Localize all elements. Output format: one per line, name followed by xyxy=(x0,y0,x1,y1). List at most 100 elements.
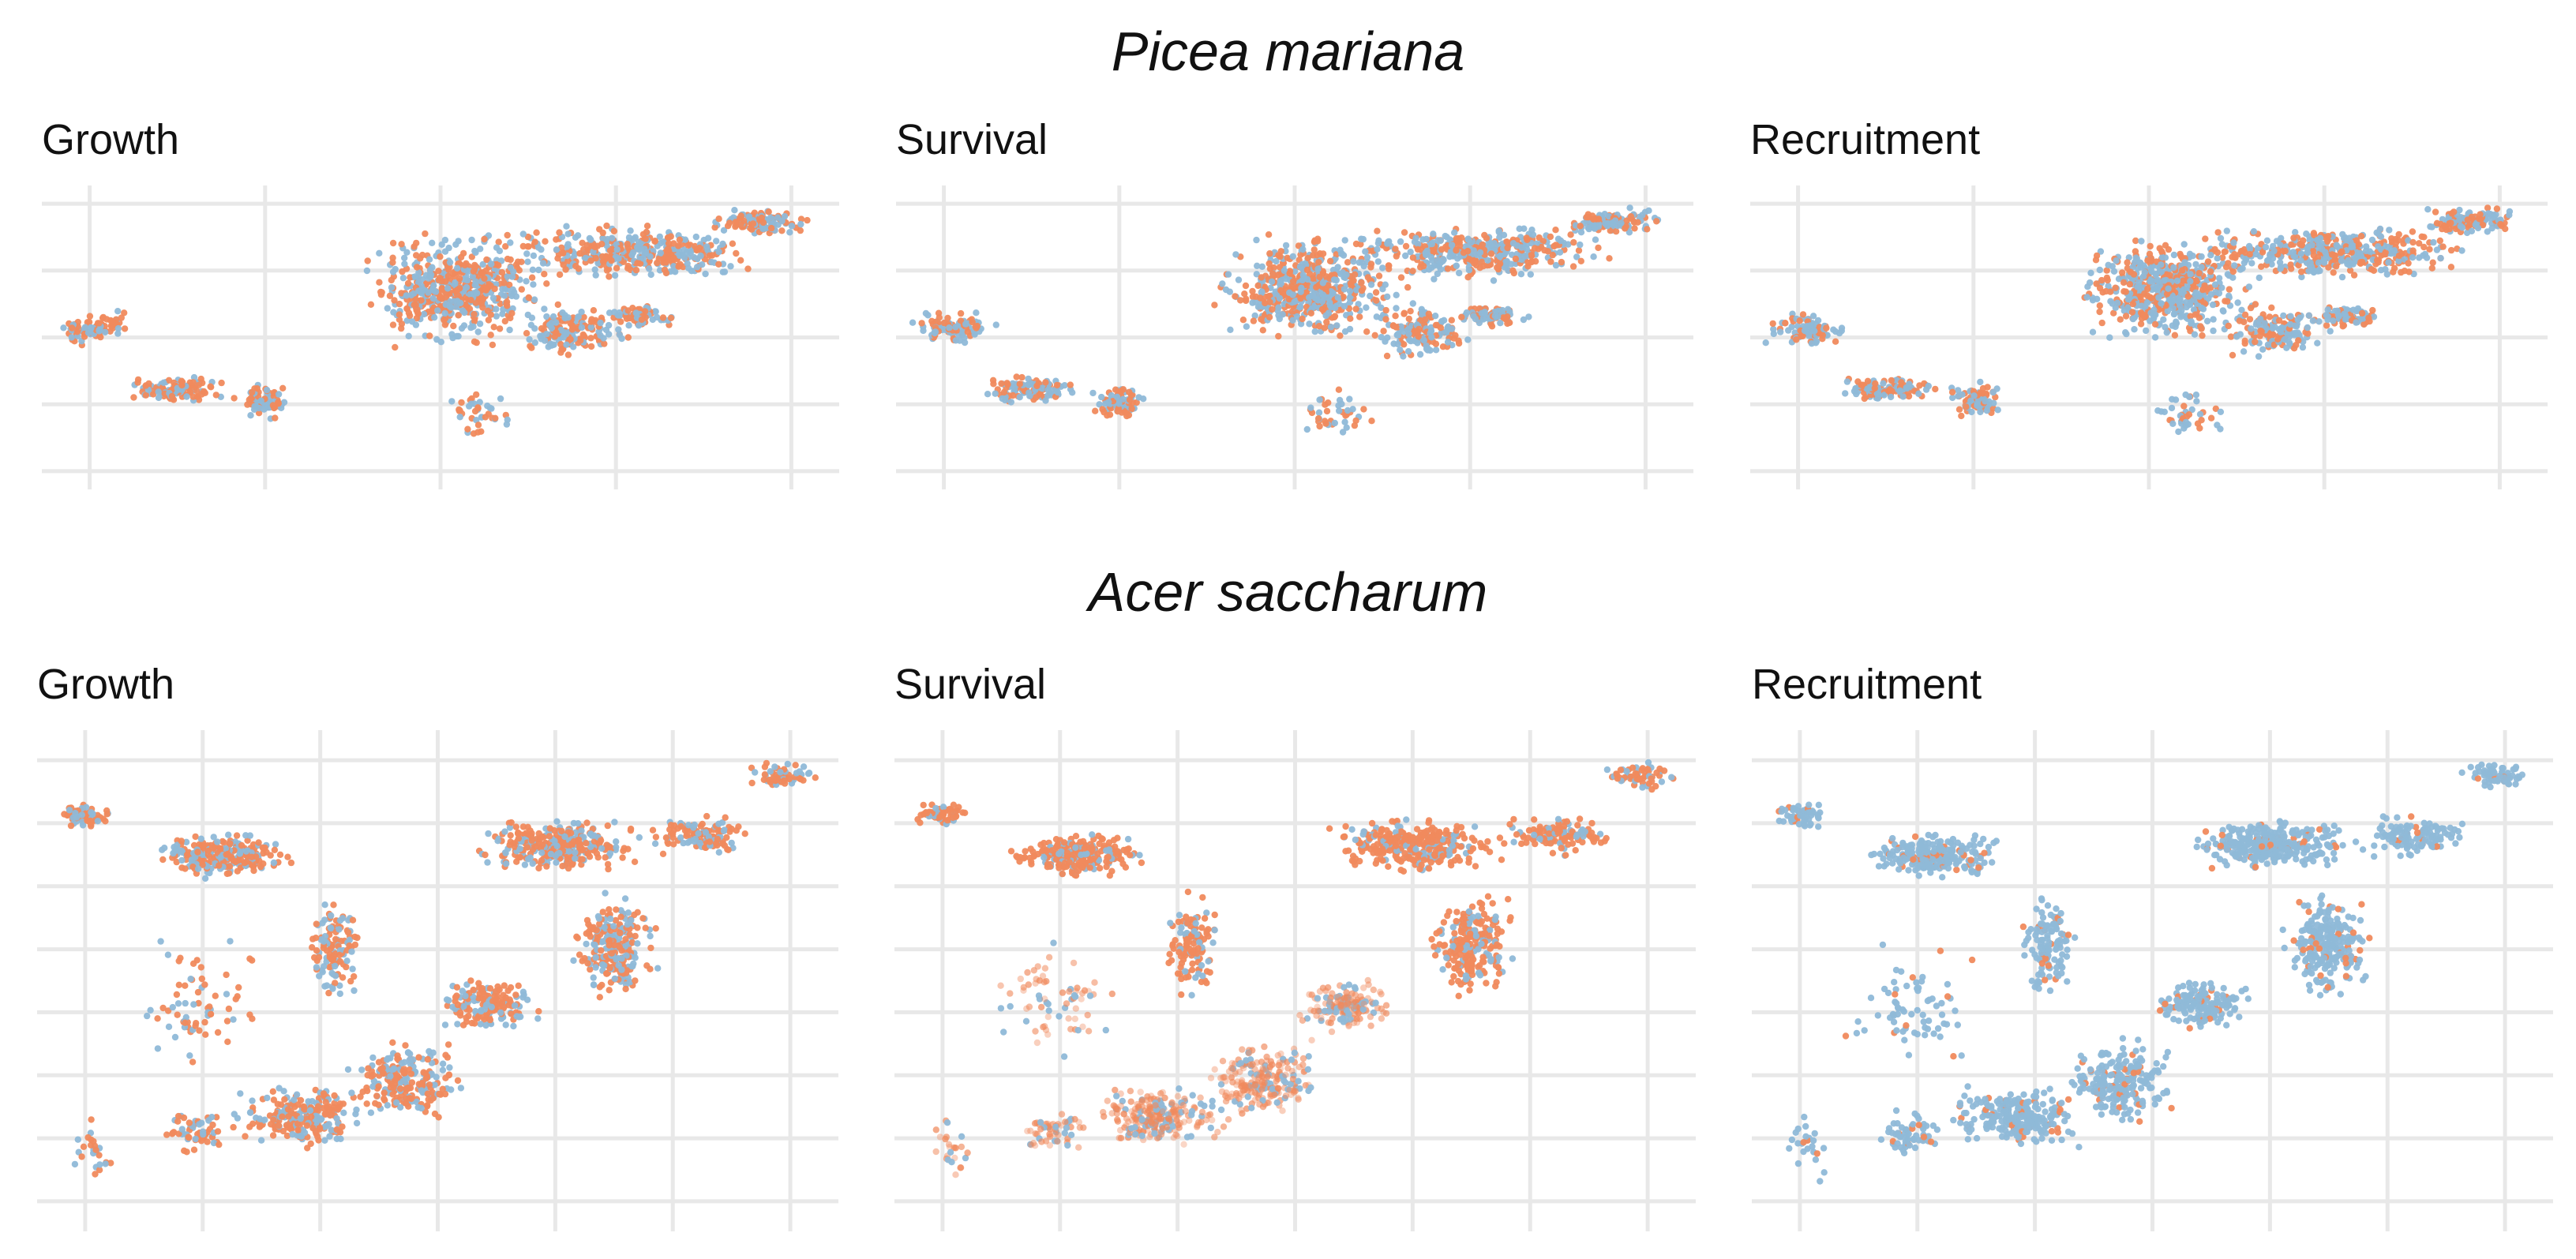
point-orange xyxy=(2428,264,2435,272)
point-orange xyxy=(2195,269,2203,277)
point-orange xyxy=(1232,293,1239,300)
point-orange xyxy=(580,313,587,320)
point-blue xyxy=(1434,257,1442,264)
point-blue xyxy=(2458,247,2465,254)
point-blue xyxy=(1378,334,1385,341)
point-blue xyxy=(1306,320,1313,328)
point-orange xyxy=(1627,213,1635,220)
point-orange xyxy=(518,258,525,265)
point-orange xyxy=(711,223,718,231)
point-orange xyxy=(1316,273,1323,281)
point-blue xyxy=(401,254,408,261)
point-blue xyxy=(96,326,103,334)
point-orange xyxy=(1318,305,1326,313)
point-blue xyxy=(1281,267,1288,275)
point-orange xyxy=(726,219,733,227)
point-orange xyxy=(1583,213,1590,221)
point-orange xyxy=(1510,269,1517,277)
point-blue xyxy=(1360,263,1367,270)
point-orange xyxy=(487,332,494,339)
point-orange xyxy=(467,297,474,304)
point-blue xyxy=(2158,261,2165,268)
point-blue xyxy=(1253,271,1260,278)
point-blue xyxy=(1842,390,1849,397)
point-blue xyxy=(1484,257,1491,264)
point-blue xyxy=(1468,239,1475,246)
point-blue xyxy=(2105,261,2112,268)
point-blue xyxy=(647,253,654,260)
point-blue xyxy=(2315,318,2323,325)
point-orange xyxy=(558,346,565,353)
point-blue xyxy=(2237,266,2244,273)
point-blue xyxy=(543,313,550,320)
point-orange xyxy=(1644,226,1651,233)
point-blue xyxy=(1306,294,1313,302)
point-blue xyxy=(1438,329,1445,336)
point-blue xyxy=(1344,407,1352,414)
point-blue xyxy=(992,390,999,397)
point-blue xyxy=(384,305,391,312)
point-orange xyxy=(1430,248,1437,256)
point-orange xyxy=(1385,262,1393,269)
point-blue xyxy=(2268,260,2275,268)
point-blue xyxy=(2294,316,2301,324)
point-orange xyxy=(149,391,157,398)
point-orange xyxy=(1432,340,1440,347)
point-orange xyxy=(1422,316,1429,323)
point-blue xyxy=(616,331,623,339)
point-orange xyxy=(1547,258,1554,265)
point-blue xyxy=(1446,236,1453,243)
point-orange xyxy=(464,425,471,433)
point-blue xyxy=(2320,257,2327,264)
point-blue xyxy=(504,416,511,423)
point-blue xyxy=(1363,253,1371,261)
point-blue xyxy=(1430,275,1438,283)
point-blue xyxy=(2319,245,2326,253)
point-blue xyxy=(2164,307,2171,315)
point-blue xyxy=(2262,243,2270,251)
point-orange xyxy=(438,285,445,292)
point-orange xyxy=(418,297,425,304)
point-blue xyxy=(2125,254,2132,261)
point-orange xyxy=(587,318,595,325)
point-orange xyxy=(275,399,282,406)
point-orange xyxy=(474,429,482,436)
point-blue xyxy=(519,230,527,238)
point-orange xyxy=(1898,379,1905,386)
point-orange xyxy=(2359,258,2366,266)
point-blue xyxy=(642,249,650,256)
point-orange xyxy=(733,249,740,257)
point-blue xyxy=(2143,327,2150,335)
point-orange xyxy=(1400,310,1408,317)
point-orange xyxy=(2405,260,2412,267)
point-orange xyxy=(68,324,76,332)
point-blue xyxy=(456,414,463,421)
point-orange xyxy=(1864,377,1872,384)
point-orange xyxy=(1351,271,1359,278)
point-blue xyxy=(1243,323,1251,330)
point-orange xyxy=(1373,297,1380,304)
point-blue xyxy=(453,332,460,340)
point-blue xyxy=(952,324,959,331)
point-blue xyxy=(2218,241,2226,248)
point-blue xyxy=(376,249,383,257)
point-orange xyxy=(598,241,606,248)
point-orange xyxy=(1375,272,1383,279)
point-blue xyxy=(1343,271,1350,279)
point-orange xyxy=(2096,308,2103,316)
point-blue xyxy=(2280,312,2287,320)
point-orange xyxy=(2144,285,2151,293)
point-orange xyxy=(1782,320,1789,327)
point-orange xyxy=(2282,247,2289,255)
point-orange xyxy=(231,395,238,402)
point-blue xyxy=(715,248,722,256)
point-orange xyxy=(542,238,549,245)
point-orange xyxy=(2198,325,2205,332)
point-orange xyxy=(1955,406,1963,413)
point-blue xyxy=(2138,302,2146,309)
point-orange xyxy=(474,405,482,412)
point-orange xyxy=(624,241,631,248)
gridlines xyxy=(42,185,839,489)
point-blue xyxy=(403,249,411,256)
point-orange xyxy=(1363,328,1370,335)
